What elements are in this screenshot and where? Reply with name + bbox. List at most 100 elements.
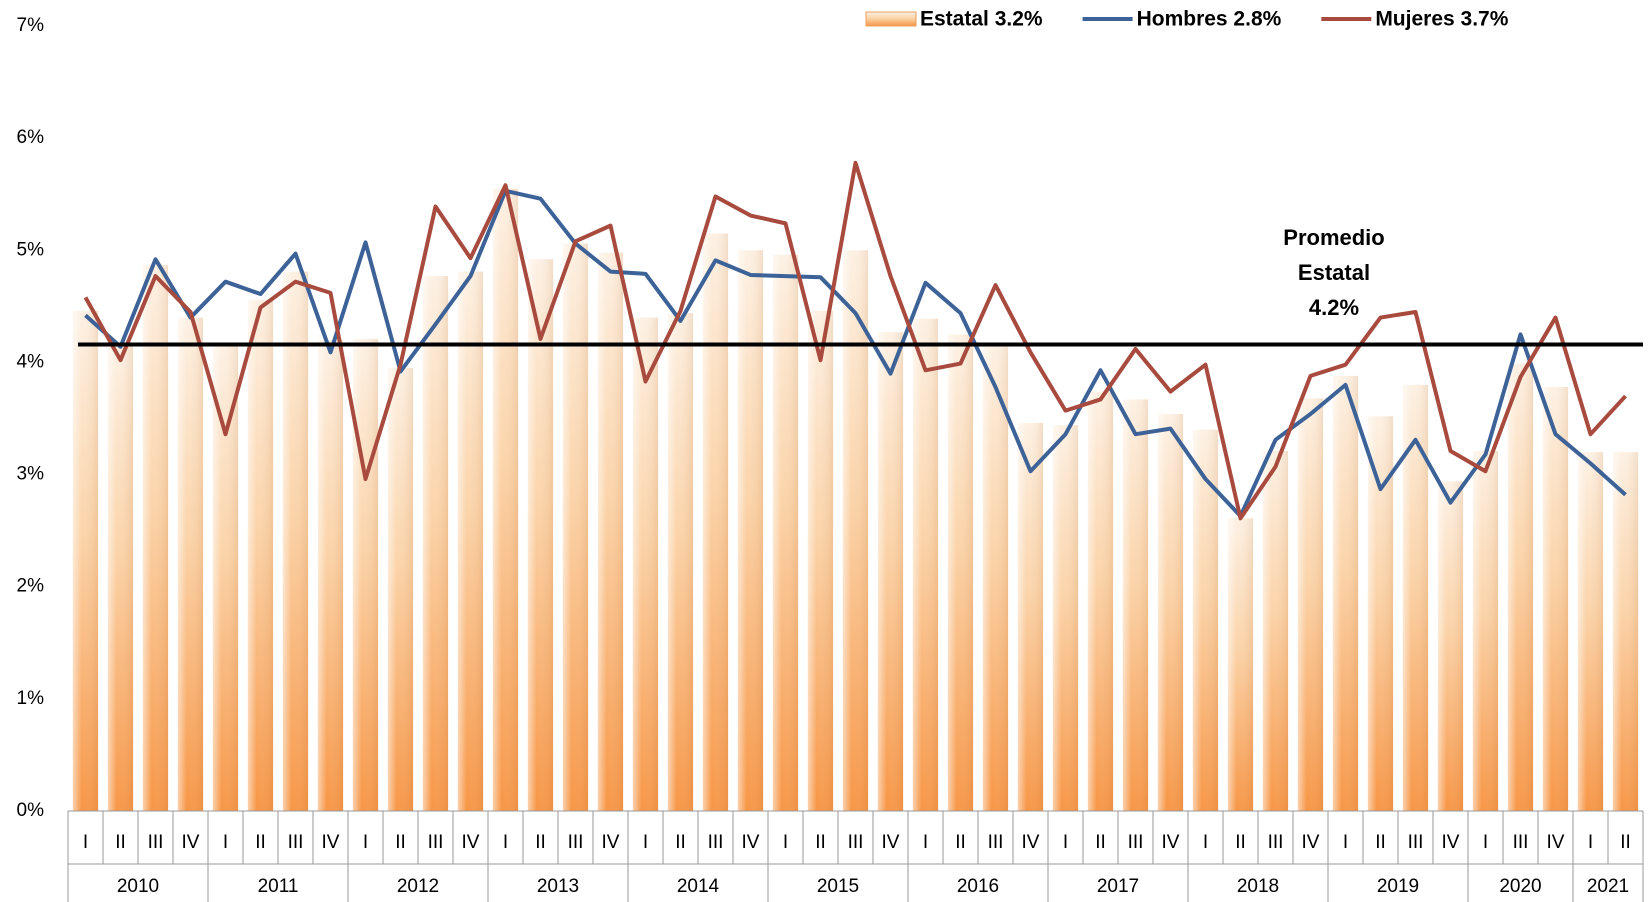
y-tick-label: 0%: [17, 800, 45, 821]
year-label: 2019: [1377, 876, 1419, 897]
x-tick-label: I: [503, 832, 508, 853]
x-tick-label: IV: [1442, 832, 1460, 853]
bar-shine: [1262, 451, 1289, 811]
bar-shine: [107, 345, 134, 811]
bar-shine: [1157, 414, 1184, 811]
bar-shine: [877, 332, 904, 811]
bar-shine: [737, 250, 764, 812]
year-label: 2016: [957, 876, 999, 897]
x-tick-label: III: [1408, 832, 1424, 853]
x-tick-label: I: [1063, 832, 1068, 853]
year-label: 2020: [1499, 876, 1541, 897]
bar-shine: [1577, 452, 1604, 811]
x-tick-label: IV: [182, 832, 200, 853]
annotation: Estatal: [1298, 260, 1370, 285]
year-label: 2021: [1587, 876, 1629, 897]
x-tick-label: II: [1620, 832, 1631, 853]
x-tick-label: II: [1375, 832, 1386, 853]
x-tick-label: IV: [462, 832, 480, 853]
bar-shine: [142, 264, 169, 812]
year-label: 2018: [1237, 876, 1279, 897]
x-tick-label: III: [848, 832, 864, 853]
bar-shine: [422, 276, 449, 811]
year-label: 2011: [258, 876, 299, 897]
legend-label: Hombres 2.8%: [1137, 8, 1282, 31]
x-tick-label: IV: [1547, 832, 1565, 853]
x-tick-label: IV: [602, 832, 620, 853]
year-label: 2017: [1097, 876, 1139, 897]
bar-shine: [177, 317, 204, 811]
bar-shine: [1332, 375, 1359, 811]
bar-shine: [807, 310, 834, 811]
x-tick-label: IV: [882, 832, 900, 853]
year-label: 2014: [677, 876, 720, 897]
x-tick-label: III: [148, 832, 164, 853]
bar-shine: [492, 188, 519, 811]
bar-shine: [1437, 481, 1464, 811]
bar-shine: [527, 259, 554, 811]
bar-shine: [1507, 363, 1534, 811]
year-label: 2015: [817, 876, 859, 897]
x-tick-label: II: [955, 832, 966, 853]
x-tick-label: IV: [742, 832, 760, 853]
bar-shine: [702, 233, 729, 811]
bar-shine: [72, 310, 99, 811]
x-tick-label: I: [363, 832, 368, 853]
annotation: 4.2%: [1309, 295, 1359, 320]
y-tick-label: 2%: [17, 576, 45, 597]
x-tick-label: I: [643, 832, 648, 853]
x-tick-label: II: [815, 832, 826, 853]
y-tick-label: 5%: [17, 239, 45, 260]
bar-shine: [282, 271, 309, 811]
year-label: 2012: [397, 876, 439, 897]
x-tick-label: II: [255, 832, 266, 853]
x-tick-label: II: [1095, 832, 1106, 853]
y-tick-label: 4%: [17, 351, 45, 372]
bar-shine: [912, 318, 939, 811]
bar-shine: [562, 243, 589, 812]
x-tick-label: I: [83, 832, 88, 853]
x-tick-label: I: [1483, 832, 1488, 853]
bar-shine: [1472, 451, 1499, 811]
bar-shine: [317, 340, 344, 811]
legend-label: Mujeres 3.7%: [1375, 8, 1508, 31]
bar-shine: [1227, 518, 1254, 811]
bar-shine: [352, 338, 379, 811]
bar-shine: [387, 368, 414, 811]
y-tick-label: 3%: [17, 464, 45, 485]
x-tick-label: II: [1235, 832, 1246, 853]
bar-shine: [1612, 452, 1639, 811]
y-tick-label: 7%: [17, 15, 45, 36]
line-series: [83, 160, 1627, 521]
bar-shine: [667, 313, 694, 811]
bar-shine: [1192, 429, 1219, 811]
x-tick-label: IV: [1302, 832, 1320, 853]
line-series: [84, 188, 1627, 519]
bar-shine: [1122, 399, 1149, 811]
y-tick-label: 6%: [17, 127, 45, 148]
x-tick-label: I: [1588, 832, 1593, 853]
x-tick-label: I: [1343, 832, 1348, 853]
x-tick-label: IV: [1022, 832, 1040, 853]
x-tick-label: I: [223, 832, 228, 853]
x-tick-label: III: [1513, 832, 1529, 853]
annotation: Promedio: [1283, 225, 1384, 250]
legend-swatch: [865, 11, 917, 27]
x-tick-label: II: [535, 832, 546, 853]
bar-shine: [1052, 425, 1079, 811]
year-label: 2010: [117, 876, 159, 897]
bar-shine: [1367, 416, 1394, 811]
x-tick-label: IV: [1162, 832, 1180, 853]
x-tick-label: I: [923, 832, 928, 853]
bar-shine: [772, 254, 799, 811]
x-tick-label: III: [1268, 832, 1284, 853]
year-label: 2013: [537, 876, 579, 897]
x-tick-label: III: [708, 832, 724, 853]
bar-shine: [947, 334, 974, 811]
x-tick-label: IV: [322, 832, 340, 853]
x-tick-label: III: [568, 832, 584, 853]
x-tick-label: III: [428, 832, 444, 853]
bar-shine: [1542, 387, 1569, 811]
bar-shine: [842, 250, 869, 812]
y-tick-label: 1%: [17, 688, 45, 709]
